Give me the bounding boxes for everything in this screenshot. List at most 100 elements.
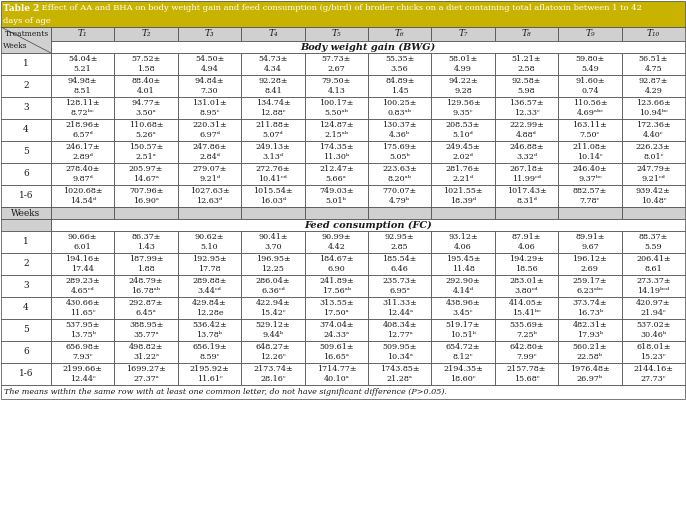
Bar [431,319,495,341]
Bar [495,141,558,163]
Bar [51,297,115,319]
Text: 8.95ᶜ: 8.95ᶜ [200,109,220,117]
Text: 2.15ᵃᵇ: 2.15ᵃᵇ [324,131,348,139]
Text: 2.85: 2.85 [391,243,408,251]
Text: 5.98: 5.98 [518,87,535,95]
Text: 94.98±: 94.98± [68,77,97,85]
Bar [241,253,305,275]
Text: 882.57±: 882.57± [573,187,607,195]
Text: 6.01: 6.01 [74,243,91,251]
Bar [622,185,685,207]
Bar [178,97,241,119]
Text: 272.76±: 272.76± [256,165,290,173]
Text: 1.88: 1.88 [137,265,155,273]
Bar [1,75,51,97]
Text: 4.06: 4.06 [518,243,535,251]
Text: 278.40±: 278.40± [65,165,100,173]
Text: 16.78ᵃᵇ: 16.78ᵃᵇ [132,287,161,295]
Bar [305,141,368,163]
Text: 5: 5 [23,148,29,156]
Text: 7.78ᶜ: 7.78ᶜ [580,197,600,205]
Text: 10.94ᵇᶜ: 10.94ᵇᶜ [639,109,667,117]
Text: 1027.63±: 1027.63± [190,187,229,195]
Text: Effect of AA and BHA on body weight gain and feed consumption (g/bird) of broile: Effect of AA and BHA on body weight gain… [39,4,642,12]
Text: 1714.77±: 1714.77± [316,365,356,373]
Text: 57.73±: 57.73± [322,55,351,63]
Text: 14.19ᵇᶜᵈ: 14.19ᵇᶜᵈ [637,287,670,295]
Bar [51,41,685,53]
Bar [1,297,51,319]
Bar [115,185,178,207]
Text: 438.96±: 438.96± [446,299,480,307]
Text: 17.44: 17.44 [71,265,94,273]
Text: 12.88ᶜ: 12.88ᶜ [260,109,285,117]
Text: 414.05±: 414.05± [509,299,544,307]
Text: 8.12ᶜ: 8.12ᶜ [453,353,473,361]
Text: 642.80±: 642.80± [509,343,544,351]
Text: 86.37±: 86.37± [132,233,161,241]
Bar [241,75,305,97]
Bar [51,163,115,185]
Text: 247.86±: 247.86± [192,143,227,151]
Bar [368,141,431,163]
Text: 220.31±: 220.31± [192,121,227,129]
Bar [115,341,178,363]
Bar [495,253,558,275]
Bar [241,319,305,341]
Text: 7.25ᵇ: 7.25ᵇ [516,331,537,339]
Text: 1017.43±: 1017.43± [507,187,546,195]
Text: 12.26ᶜ: 12.26ᶜ [260,353,286,361]
Bar [241,141,305,163]
Text: 4.36ᵇ: 4.36ᵇ [389,131,410,139]
Text: 15.23ᶜ: 15.23ᶜ [641,353,666,361]
Bar [431,363,495,385]
Text: 5: 5 [23,325,29,335]
Bar [241,275,305,297]
Text: 223.63±: 223.63± [382,165,417,173]
Text: 3: 3 [23,281,29,291]
Text: 163.11±: 163.11± [573,121,607,129]
Text: 124.87±: 124.87± [319,121,353,129]
Text: 226.23±: 226.23± [636,143,671,151]
Bar [305,231,368,253]
Text: 498.82±: 498.82± [129,343,163,351]
Text: 259.17±: 259.17± [573,277,607,285]
Text: 560.21±: 560.21± [573,343,607,351]
Text: 2199.66±: 2199.66± [62,365,103,373]
Text: 6.95ᵃ: 6.95ᵃ [389,287,410,295]
Bar [305,53,368,75]
Bar [495,97,558,119]
Text: 12.28e: 12.28e [196,309,224,317]
Bar [368,75,431,97]
Bar [368,53,431,75]
Bar [51,207,115,219]
Text: 2.89ᵈ: 2.89ᵈ [72,153,93,161]
Bar [368,119,431,141]
Text: 3: 3 [23,104,29,112]
Text: 172.36±: 172.36± [636,121,671,129]
Text: T₁: T₁ [78,30,88,38]
Text: 24.33ᵃ: 24.33ᵃ [323,331,349,339]
Text: 420.97±: 420.97± [636,299,670,307]
Text: 87.91±: 87.91± [512,233,541,241]
Text: 248.79±: 248.79± [129,277,163,285]
Text: T₅: T₅ [331,30,341,38]
Text: 1021.55±: 1021.55± [443,187,483,195]
Bar [431,27,495,41]
Text: 7.30: 7.30 [201,87,218,95]
Bar [495,341,558,363]
Text: 35.77ᵃ: 35.77ᵃ [133,331,159,339]
Text: 131.01±: 131.01± [192,99,227,107]
Bar [622,297,685,319]
Bar [178,231,241,253]
Text: 17.56ᵃᵇ: 17.56ᵃᵇ [322,287,351,295]
Bar [558,185,622,207]
Bar [431,119,495,141]
Text: 5.66ᵃ: 5.66ᵃ [326,175,346,183]
Text: Feed consumption (FC): Feed consumption (FC) [304,221,432,229]
Bar [51,185,115,207]
Bar [51,253,115,275]
Text: 4.42: 4.42 [327,243,345,251]
Bar [51,219,685,231]
Bar [622,141,685,163]
